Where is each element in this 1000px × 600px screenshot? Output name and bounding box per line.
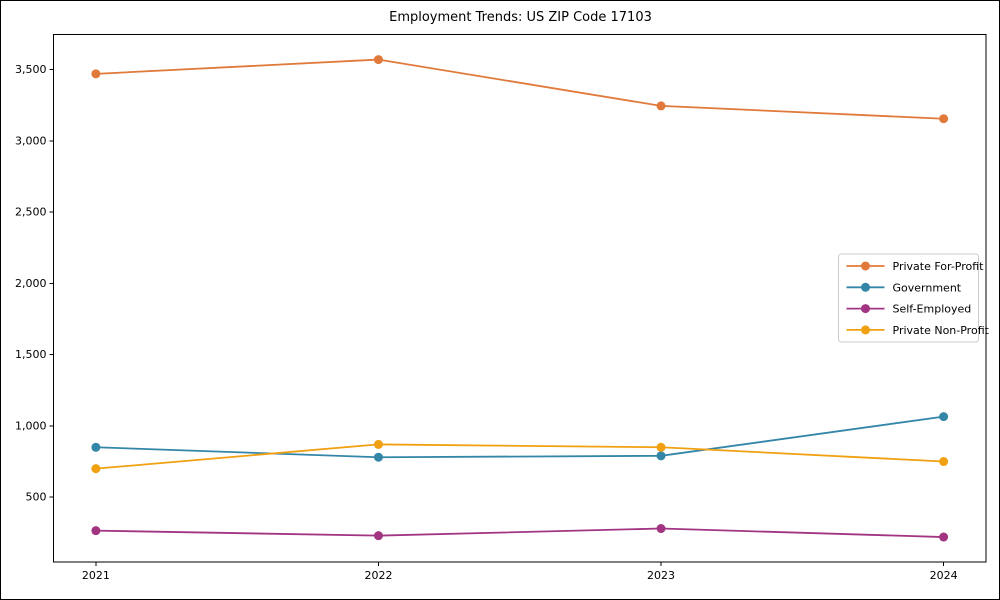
y-tick-label: 3,500 <box>15 63 47 76</box>
data-point-private-non-profit <box>939 457 949 467</box>
data-point-government <box>939 412 949 422</box>
data-point-private-non-profit <box>656 442 666 452</box>
legend-label-government: Government <box>893 281 962 294</box>
x-tick-label: 2021 <box>82 569 110 582</box>
y-tick-label: 3,000 <box>15 134 47 147</box>
data-point-self-employed <box>373 531 383 541</box>
data-point-government <box>373 452 383 462</box>
data-point-government <box>656 451 666 461</box>
x-tick-label: 2023 <box>647 569 675 582</box>
y-tick-label: 1,000 <box>15 419 47 432</box>
legend-label-private-for-profit: Private For-Profit <box>893 260 985 273</box>
x-tick-label: 2022 <box>364 569 392 582</box>
data-point-private-for-profit <box>373 55 383 65</box>
data-point-private-for-profit <box>939 114 949 124</box>
data-point-private-for-profit <box>656 101 666 111</box>
axes-frame <box>53 34 987 563</box>
x-tick-label: 2024 <box>930 569 958 582</box>
legend-marker-icon-self-employed <box>861 304 870 314</box>
y-tick-label: 500 <box>26 491 47 504</box>
legend-box <box>838 253 979 343</box>
data-point-self-employed <box>91 526 101 536</box>
y-tick-label: 2,500 <box>15 206 47 219</box>
data-point-private-for-profit <box>91 69 101 79</box>
series-line-self-employed <box>95 527 944 538</box>
y-tick-label: 2,000 <box>15 277 47 290</box>
y-tick-label: 1,500 <box>15 348 47 361</box>
legend-marker-icon-government <box>861 282 870 292</box>
series-line-private-non-profit <box>95 443 944 470</box>
data-point-self-employed <box>939 532 949 542</box>
legend-label-private-non-profit: Private Non-Profit <box>893 324 990 337</box>
data-point-self-employed <box>656 524 666 534</box>
legend-label-self-employed: Self-Employed <box>893 303 972 316</box>
data-point-government <box>91 442 101 452</box>
data-point-private-non-profit <box>91 464 101 474</box>
legend-marker-icon-private-for-profit <box>861 261 870 271</box>
series-line-private-for-profit <box>95 58 944 120</box>
series-line-government <box>95 415 944 459</box>
data-point-private-non-profit <box>373 439 383 449</box>
chart-title: Employment Trends: US ZIP Code 17103 <box>389 10 652 25</box>
legend-marker-icon-private-non-profit <box>861 325 870 335</box>
